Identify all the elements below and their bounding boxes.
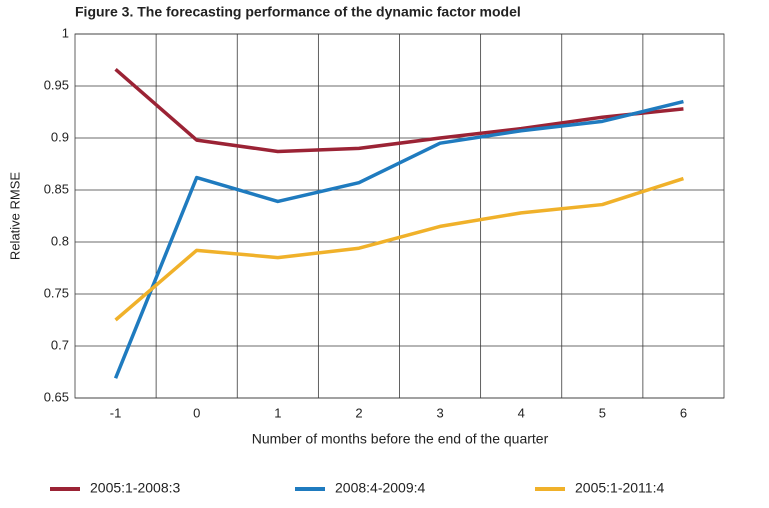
y-tick-label: 1 <box>62 25 69 40</box>
legend-label: 2008:4-2009:4 <box>335 480 426 496</box>
x-tick-label: 5 <box>599 405 606 420</box>
x-tick-label: 4 <box>518 405 525 420</box>
y-tick-label: 0.65 <box>44 389 69 404</box>
series-line <box>114 176 684 322</box>
legend-label: 2005:1-2011:4 <box>575 480 664 496</box>
y-tick-label: 0.85 <box>44 181 69 196</box>
x-tick-label: 3 <box>436 405 443 420</box>
chart-title: Figure 3. The forecasting performance of… <box>75 4 521 20</box>
y-tick-label: 0.95 <box>44 77 69 92</box>
x-tick-label: 1 <box>274 405 281 420</box>
x-tick-label: -1 <box>110 405 122 420</box>
x-tick-label: 6 <box>680 405 687 420</box>
x-tick-label: 0 <box>193 405 200 420</box>
y-tick-label: 0.75 <box>44 285 69 300</box>
legend-label: 2005:1-2008:3 <box>90 480 181 496</box>
series-line <box>114 68 684 154</box>
y-tick-label: 0.8 <box>51 233 69 248</box>
y-axis-label: Relative RMSE <box>7 172 22 260</box>
y-tick-label: 0.7 <box>51 337 69 352</box>
x-tick-label: 2 <box>355 405 362 420</box>
x-axis-label: Number of months before the end of the q… <box>252 431 549 447</box>
y-tick-label: 0.9 <box>51 129 69 144</box>
series-line <box>113 99 684 379</box>
